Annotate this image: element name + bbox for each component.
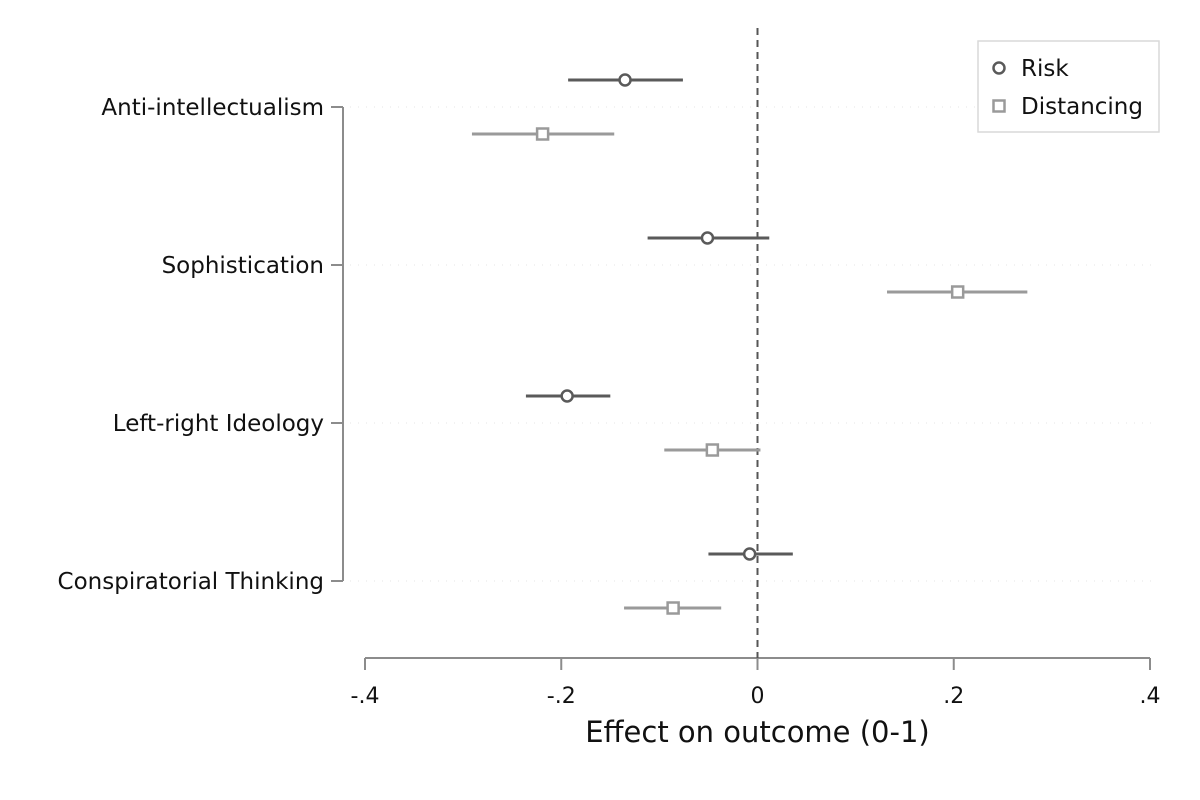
legend-distancing-label: Distancing bbox=[1021, 94, 1143, 120]
risk-point bbox=[742, 547, 757, 561]
y-tick-label: Left-right Ideology bbox=[113, 411, 324, 437]
legend: Risk Distancing bbox=[977, 40, 1160, 133]
x-axis-ticks: -.4 -.2 0 .2 .4 bbox=[351, 658, 1161, 709]
y-axis-ticks: Anti-intellectualism Sophistication Left-r… bbox=[58, 95, 343, 595]
legend-risk-symbol bbox=[992, 61, 1006, 75]
legend-risk-label: Risk bbox=[1021, 56, 1069, 82]
estimate-marks bbox=[471, 73, 1028, 615]
distancing-point bbox=[950, 285, 965, 299]
grid-lines bbox=[350, 106, 1152, 582]
legend-distancing-symbol bbox=[992, 99, 1006, 113]
legend-box bbox=[977, 40, 1160, 133]
y-tick-label: Anti-intellectualism bbox=[101, 95, 324, 121]
x-tick-label: -.2 bbox=[547, 684, 576, 709]
y-tick-label: Sophistication bbox=[162, 253, 324, 279]
x-tick-label: .4 bbox=[1140, 684, 1161, 709]
distancing-point bbox=[705, 443, 720, 457]
x-tick-label: .2 bbox=[943, 684, 964, 709]
y-tick-label: Conspiratorial Thinking bbox=[58, 569, 324, 595]
x-tick-label: -.4 bbox=[351, 684, 380, 709]
risk-point bbox=[560, 389, 574, 403]
risk-point bbox=[618, 73, 632, 87]
x-axis-title: Effect on outcome (0-1) bbox=[585, 715, 930, 749]
x-tick-label: 0 bbox=[751, 684, 765, 709]
distancing-point bbox=[666, 601, 680, 615]
risk-point bbox=[700, 231, 715, 245]
distancing-point bbox=[535, 127, 550, 141]
